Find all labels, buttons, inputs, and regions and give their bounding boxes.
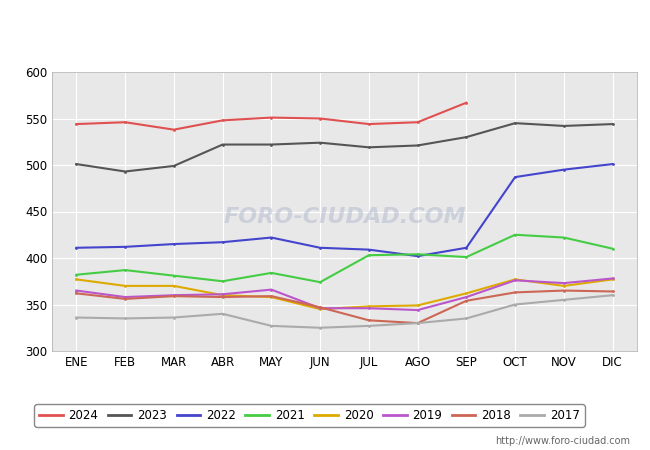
Text: http://www.foro-ciudad.com: http://www.foro-ciudad.com <box>495 436 630 446</box>
Legend: 2024, 2023, 2022, 2021, 2020, 2019, 2018, 2017: 2024, 2023, 2022, 2021, 2020, 2019, 2018… <box>34 405 584 427</box>
Text: Afiliados en Ador a 30/9/2024: Afiliados en Ador a 30/9/2024 <box>192 16 458 34</box>
Text: FORO-CIUDAD.COM: FORO-CIUDAD.COM <box>223 207 466 227</box>
